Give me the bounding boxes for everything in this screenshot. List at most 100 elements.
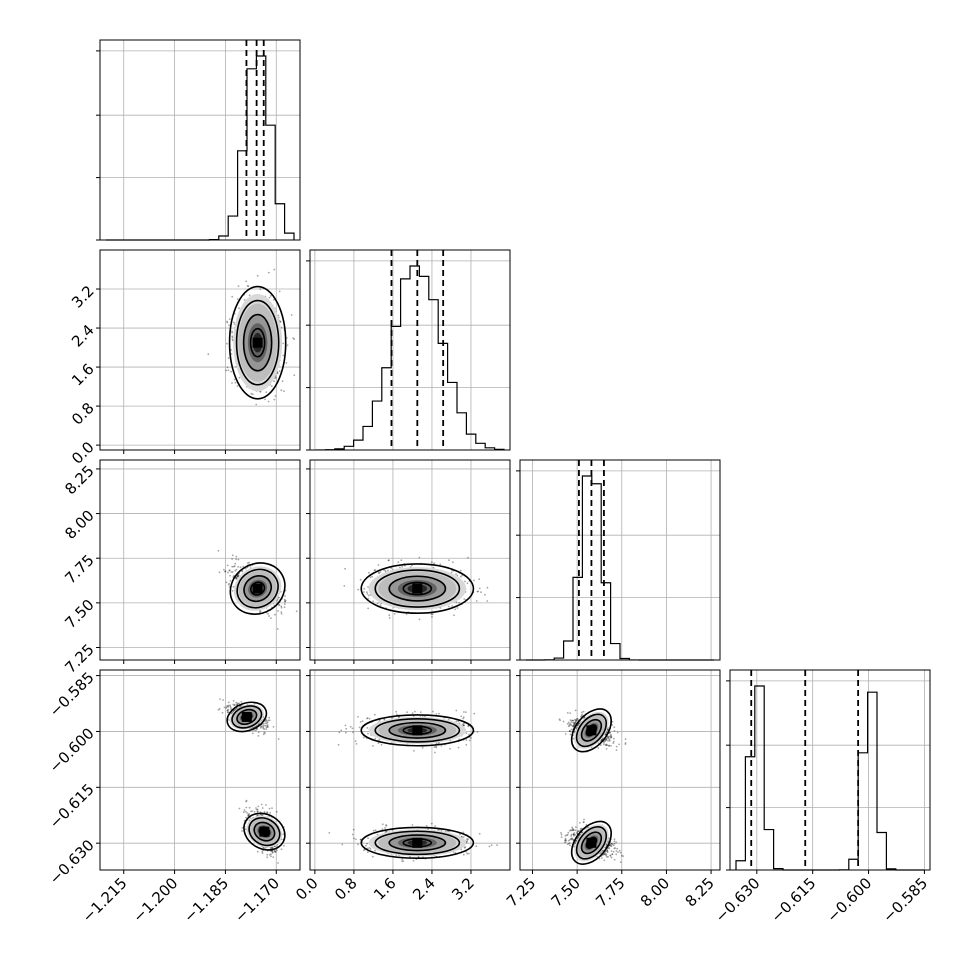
sample-point	[466, 838, 468, 840]
sample-point	[264, 847, 267, 849]
sample-point	[452, 561, 454, 564]
sample-point	[465, 739, 468, 741]
scatter-panel-p0-p2	[96, 459, 301, 664]
sample-point	[237, 558, 240, 561]
sample-point	[254, 729, 257, 732]
sample-point	[240, 701, 243, 703]
sample-point	[272, 726, 275, 728]
sample-point	[371, 575, 373, 578]
sample-point	[277, 738, 280, 740]
sample-point	[276, 628, 279, 630]
sample-point	[226, 706, 228, 708]
sample-point	[354, 740, 357, 742]
sample-point	[255, 403, 258, 406]
sample-point	[250, 810, 252, 813]
sample-point	[357, 588, 360, 591]
sample-point	[279, 320, 282, 323]
sample-point	[257, 735, 260, 737]
sample-point	[247, 814, 249, 817]
sample-point	[256, 274, 259, 277]
sample-point	[466, 582, 469, 585]
sample-point	[267, 271, 270, 274]
sample-point	[295, 610, 298, 613]
sample-point	[352, 731, 354, 734]
sample-point	[241, 570, 244, 573]
sample-point	[496, 844, 498, 846]
sample-point	[237, 285, 240, 287]
sample-point	[224, 570, 227, 573]
sample-point	[467, 838, 469, 841]
contour-level	[231, 705, 263, 729]
sample-point	[231, 382, 233, 384]
sample-point	[381, 823, 384, 826]
sample-point	[455, 709, 458, 712]
sample-point	[231, 331, 234, 334]
sample-point	[434, 751, 436, 754]
sample-point	[248, 294, 251, 297]
sample-point	[249, 817, 252, 819]
sample-point	[219, 698, 222, 700]
sample-point	[368, 717, 371, 720]
sample-point	[233, 565, 236, 568]
sample-point	[366, 591, 368, 594]
sample-point	[363, 587, 366, 590]
histogram-p0	[106, 55, 295, 241]
sample-point	[265, 719, 268, 722]
histogram-p1	[315, 265, 505, 451]
sample-point	[268, 296, 271, 299]
sample-point	[399, 566, 401, 569]
sample-point	[248, 806, 251, 809]
sample-point	[401, 858, 404, 860]
contour-level	[235, 299, 280, 386]
sample-point	[475, 845, 478, 847]
sample-point	[248, 814, 250, 817]
sample-point	[406, 711, 408, 714]
sample-point	[290, 314, 293, 316]
sample-point	[432, 566, 435, 569]
sample-point	[235, 577, 238, 580]
sample-point	[243, 809, 246, 811]
sample-point	[257, 805, 260, 808]
sample-point	[488, 845, 491, 848]
sample-point	[374, 569, 377, 571]
sample-point	[455, 601, 458, 604]
sample-point	[460, 715, 463, 718]
sample-point	[267, 719, 270, 722]
sample-point	[233, 703, 236, 706]
sample-point	[358, 726, 361, 729]
sample-point	[266, 724, 268, 727]
sample-point	[459, 569, 462, 572]
sample-point	[241, 827, 244, 829]
sample-point	[465, 840, 468, 843]
sample-point	[276, 372, 279, 375]
sample-point	[425, 825, 428, 827]
sample-point	[400, 559, 403, 562]
sample-point	[343, 585, 346, 587]
sample-point	[462, 831, 465, 834]
sample-point	[377, 564, 380, 566]
sample-point	[224, 570, 226, 573]
sample-point	[272, 856, 275, 858]
sample-point	[236, 703, 239, 705]
sample-point	[465, 711, 467, 713]
sample-point	[265, 726, 268, 729]
sample-point	[359, 721, 362, 723]
sample-point	[352, 828, 355, 831]
sample-point	[217, 708, 220, 711]
sample-point	[274, 851, 276, 853]
sample-point	[223, 706, 226, 709]
density-peak	[252, 583, 263, 594]
contour-level	[388, 575, 447, 602]
sample-point	[381, 828, 384, 831]
sample-point	[412, 860, 415, 862]
sample-point	[476, 731, 479, 733]
sample-point	[271, 846, 273, 849]
sample-point	[256, 810, 259, 813]
sample-point	[284, 595, 286, 597]
sample-point	[246, 562, 249, 564]
sample-point	[256, 728, 259, 730]
sample-point	[341, 843, 344, 846]
sample-point	[227, 357, 230, 359]
sample-point	[345, 727, 348, 730]
panel-frame	[519, 459, 721, 661]
